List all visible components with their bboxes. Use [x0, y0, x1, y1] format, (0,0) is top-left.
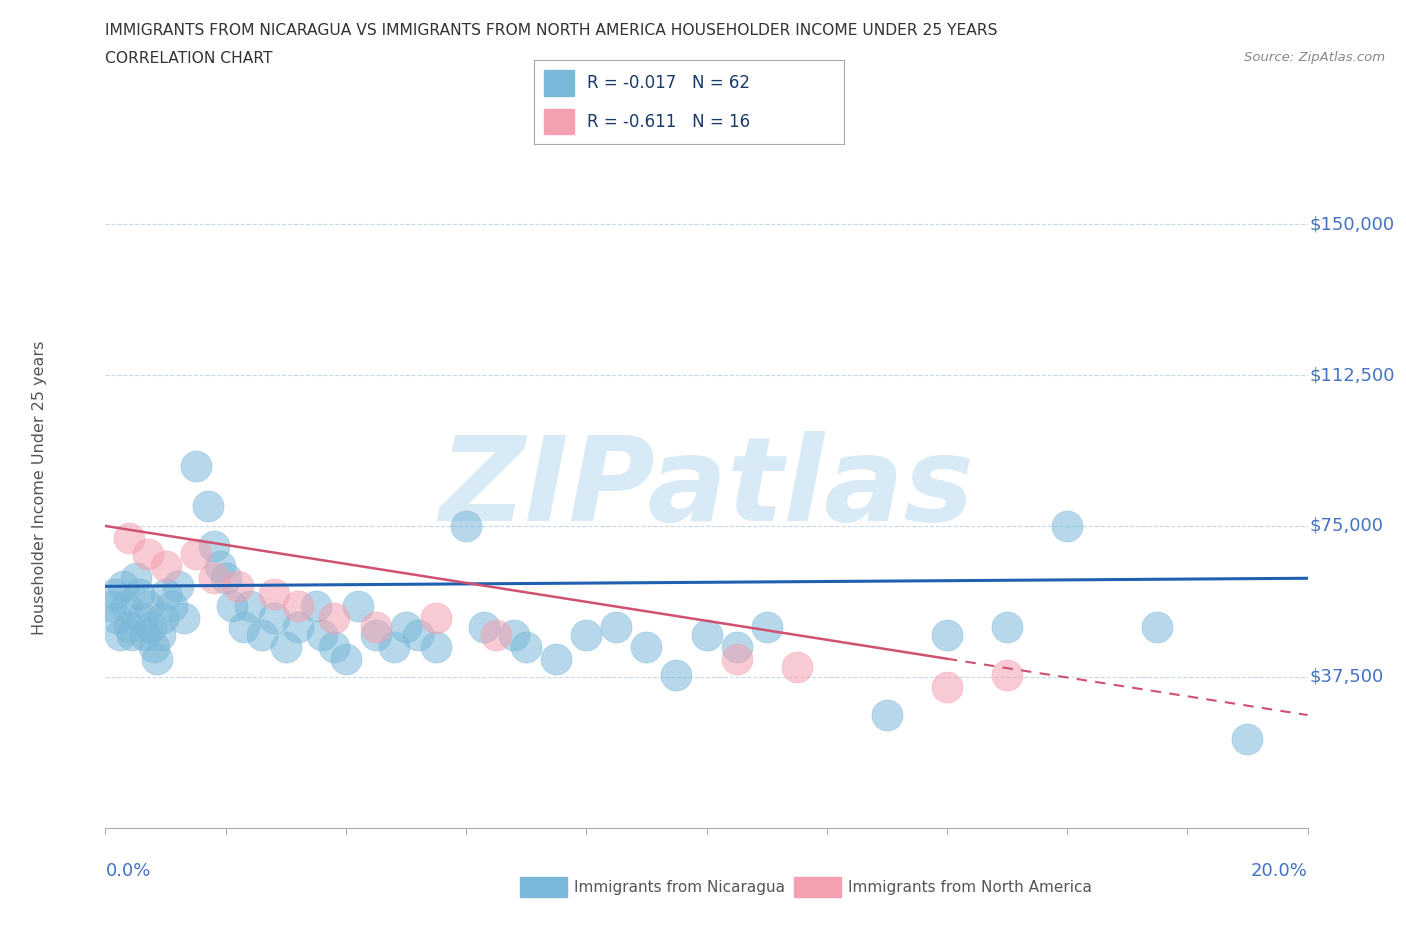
- Point: [197, 498, 219, 513]
- Point: [100, 599, 122, 614]
- Point: [311, 627, 333, 642]
- Point: [112, 578, 135, 593]
- Point: [148, 627, 170, 642]
- Point: [287, 599, 309, 614]
- Point: [107, 611, 129, 626]
- Point: [786, 659, 808, 674]
- Point: [1056, 519, 1078, 534]
- Point: [456, 519, 478, 534]
- Text: R = -0.017   N = 62: R = -0.017 N = 62: [586, 74, 749, 92]
- Point: [226, 578, 249, 593]
- Text: Householder Income Under 25 years: Householder Income Under 25 years: [32, 341, 46, 635]
- Point: [263, 611, 285, 626]
- Point: [406, 627, 429, 642]
- Point: [665, 668, 688, 683]
- Point: [110, 627, 132, 642]
- Point: [121, 627, 143, 642]
- Point: [139, 619, 162, 634]
- Point: [103, 587, 125, 602]
- Point: [425, 639, 447, 654]
- Point: [725, 639, 748, 654]
- Text: $75,000: $75,000: [1310, 517, 1384, 535]
- Point: [936, 627, 959, 642]
- Text: Immigrants from Nicaragua: Immigrants from Nicaragua: [574, 880, 785, 895]
- Point: [382, 639, 405, 654]
- Point: [118, 531, 141, 546]
- Point: [184, 458, 207, 473]
- Point: [995, 668, 1018, 683]
- Point: [118, 619, 141, 634]
- Point: [136, 547, 159, 562]
- Point: [250, 627, 273, 642]
- Point: [166, 578, 188, 593]
- Point: [128, 587, 150, 602]
- Point: [221, 599, 243, 614]
- Point: [1146, 619, 1168, 634]
- Point: [305, 599, 328, 614]
- Point: [160, 599, 183, 614]
- Text: $112,500: $112,500: [1310, 366, 1396, 384]
- Point: [575, 627, 598, 642]
- Point: [472, 619, 495, 634]
- Bar: [544, 71, 575, 96]
- Point: [145, 651, 167, 666]
- Text: R = -0.611   N = 16: R = -0.611 N = 16: [586, 113, 749, 130]
- Point: [155, 587, 177, 602]
- Point: [364, 619, 387, 634]
- Text: 0.0%: 0.0%: [105, 861, 150, 880]
- Point: [503, 627, 526, 642]
- Point: [184, 547, 207, 562]
- Point: [636, 639, 658, 654]
- Point: [515, 639, 537, 654]
- Point: [546, 651, 568, 666]
- Point: [263, 587, 285, 602]
- Point: [364, 627, 387, 642]
- Point: [876, 708, 898, 723]
- Point: [347, 599, 370, 614]
- Text: Source: ZipAtlas.com: Source: ZipAtlas.com: [1244, 51, 1385, 64]
- Point: [755, 619, 778, 634]
- Point: [155, 559, 177, 574]
- Point: [335, 651, 357, 666]
- Point: [395, 619, 418, 634]
- Point: [134, 627, 156, 642]
- Point: [202, 538, 225, 553]
- Point: [995, 619, 1018, 634]
- Point: [208, 559, 231, 574]
- Text: $150,000: $150,000: [1310, 215, 1395, 233]
- Text: 20.0%: 20.0%: [1251, 861, 1308, 880]
- Point: [322, 611, 344, 626]
- Text: IMMIGRANTS FROM NICARAGUA VS IMMIGRANTS FROM NORTH AMERICA HOUSEHOLDER INCOME UN: IMMIGRANTS FROM NICARAGUA VS IMMIGRANTS …: [105, 23, 998, 38]
- Text: Immigrants from North America: Immigrants from North America: [848, 880, 1091, 895]
- Point: [605, 619, 627, 634]
- Point: [124, 571, 146, 586]
- Text: $37,500: $37,500: [1310, 668, 1385, 685]
- Point: [214, 571, 236, 586]
- Point: [131, 611, 153, 626]
- Text: CORRELATION CHART: CORRELATION CHART: [105, 51, 273, 66]
- Point: [936, 680, 959, 695]
- Point: [136, 599, 159, 614]
- Point: [115, 599, 138, 614]
- Point: [322, 639, 344, 654]
- Point: [173, 611, 195, 626]
- Point: [425, 611, 447, 626]
- Point: [485, 627, 508, 642]
- Point: [696, 627, 718, 642]
- Point: [202, 571, 225, 586]
- Text: ZIPatlas: ZIPatlas: [439, 431, 974, 546]
- Point: [239, 599, 262, 614]
- Bar: [544, 109, 575, 134]
- Point: [274, 639, 297, 654]
- Point: [287, 619, 309, 634]
- Point: [152, 611, 174, 626]
- Point: [142, 639, 165, 654]
- Point: [725, 651, 748, 666]
- Point: [1236, 732, 1258, 747]
- Point: [232, 619, 254, 634]
